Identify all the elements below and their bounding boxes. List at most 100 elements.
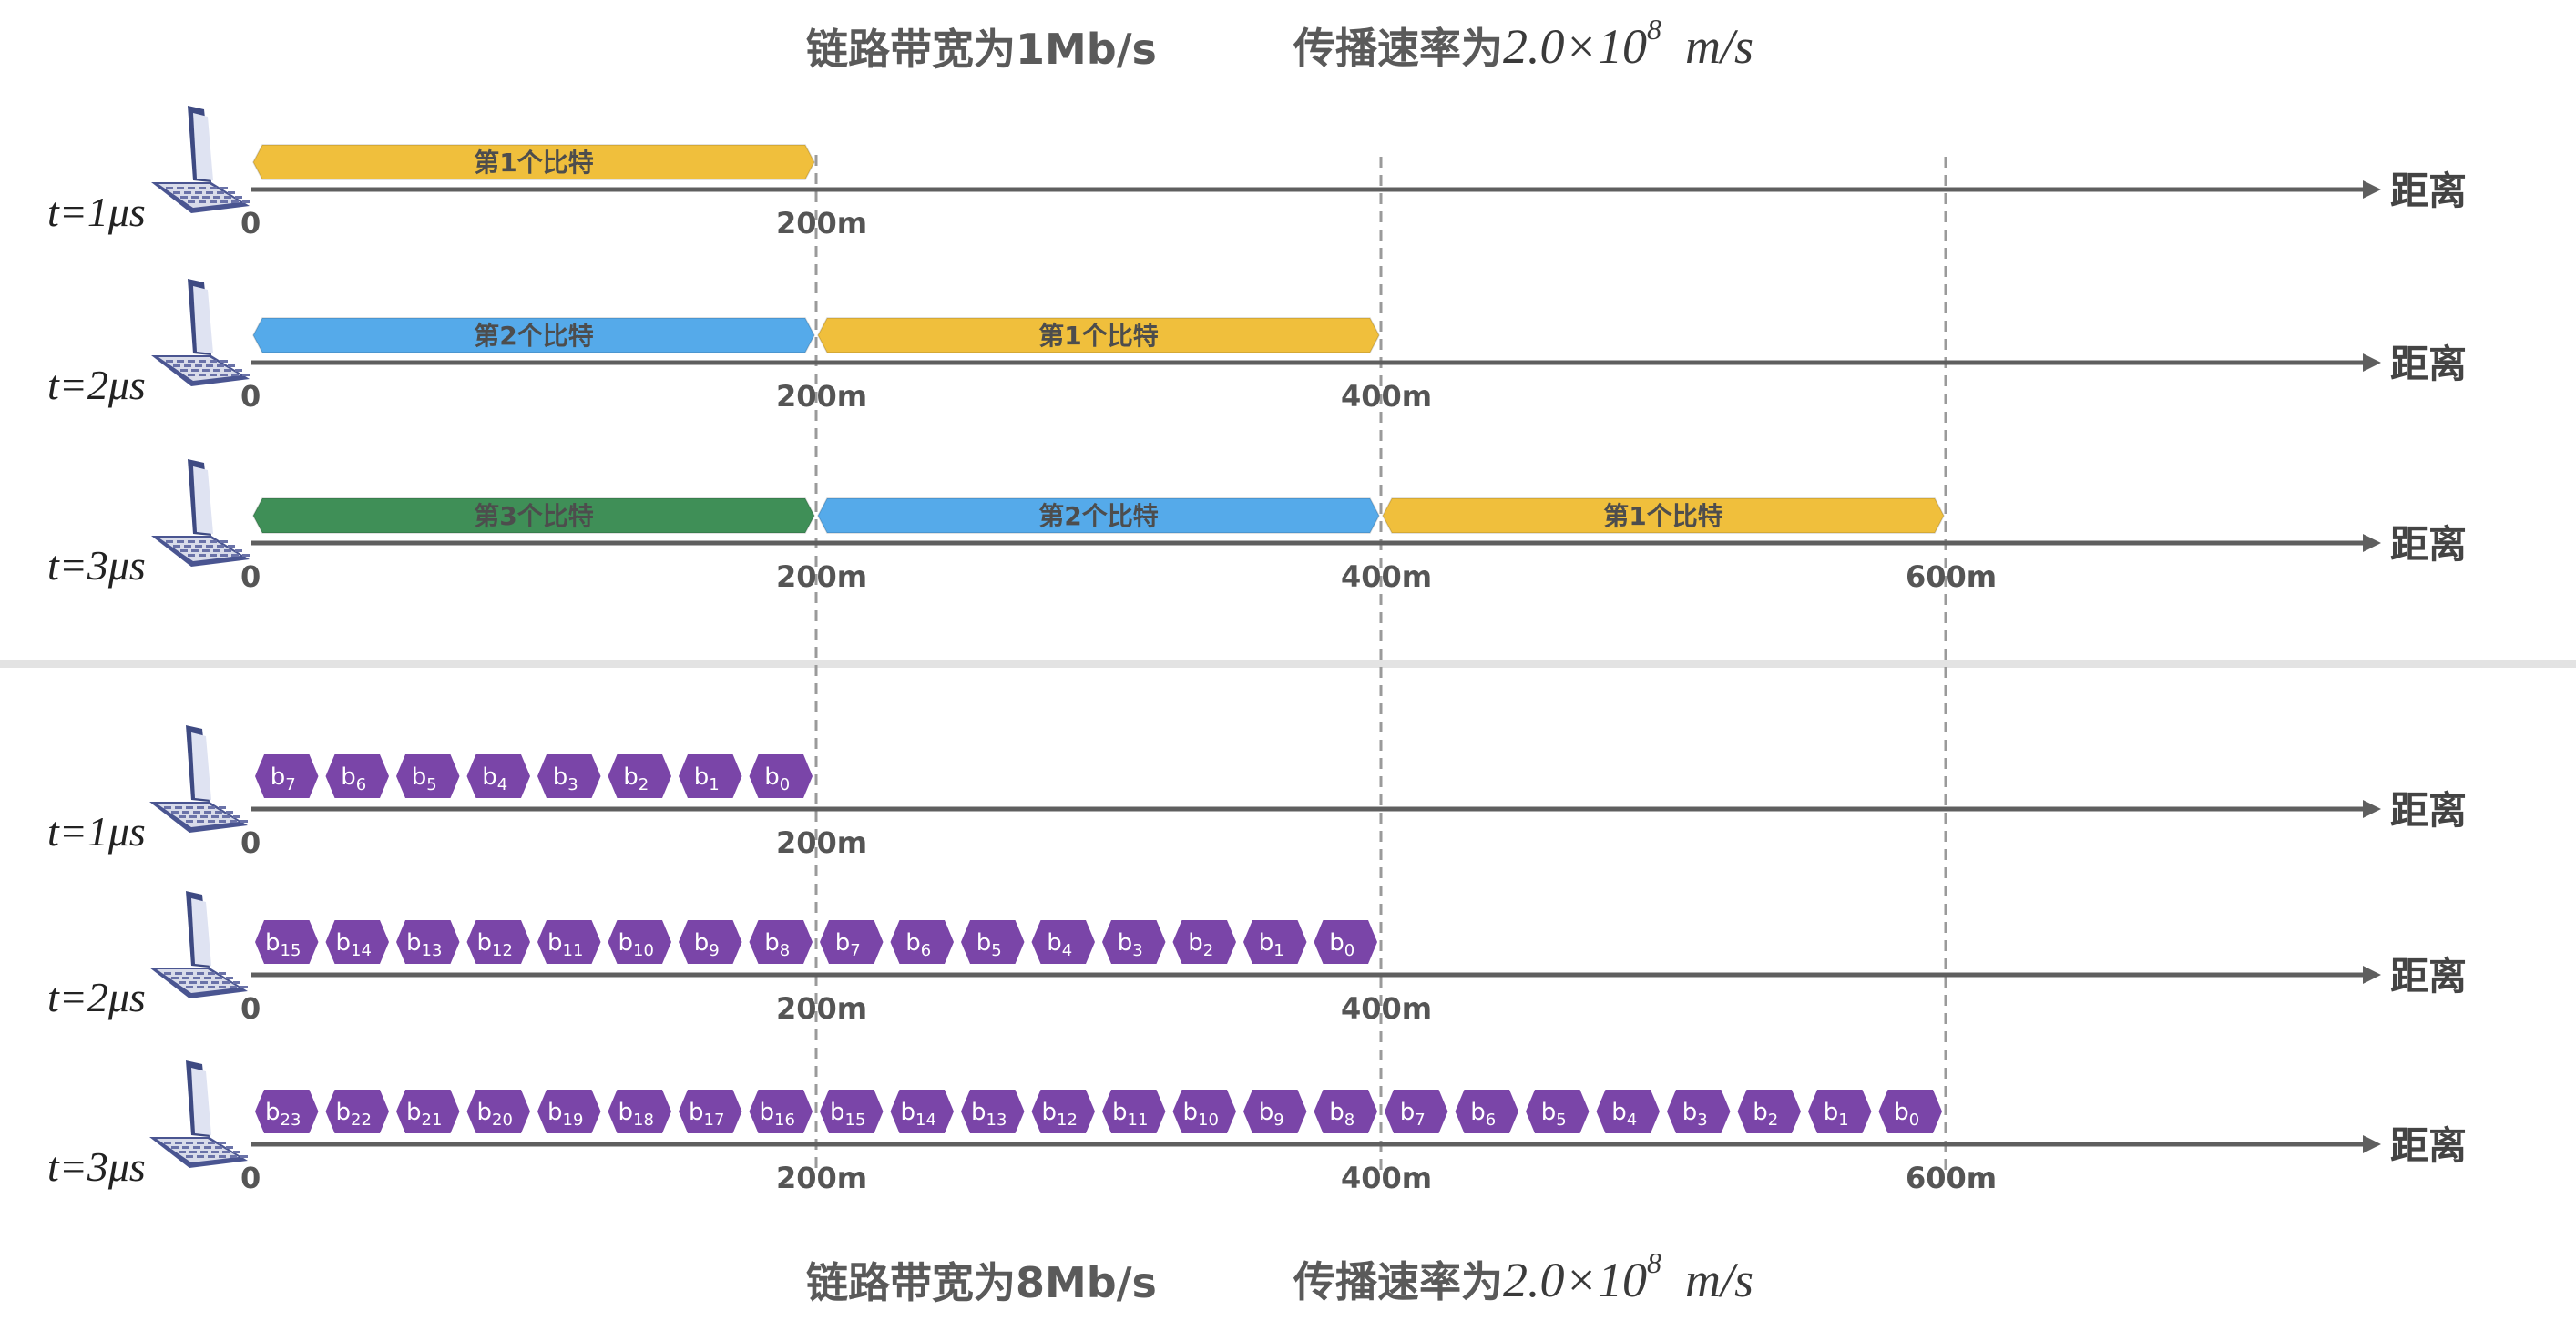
bit-letter: b bbox=[1183, 1099, 1199, 1126]
bit-index: 8 bbox=[780, 941, 790, 960]
laptop-key bbox=[200, 1151, 208, 1153]
bit-index: 5 bbox=[426, 775, 436, 794]
top-speed-value: 2.0×10 bbox=[1503, 19, 1647, 74]
panel-separator bbox=[0, 660, 2576, 668]
bit-cell-shape bbox=[537, 1090, 601, 1133]
laptop-key bbox=[186, 972, 193, 975]
bit-segment: 第1个比特 bbox=[1382, 497, 1945, 534]
tick-label-600m: 600m bbox=[1906, 1161, 1997, 1195]
bit-cell-label: b7 bbox=[271, 763, 296, 794]
bit-cell: b7 bbox=[255, 754, 319, 798]
laptop-key bbox=[222, 1151, 230, 1153]
bit-cell-shape bbox=[1172, 920, 1236, 964]
bit-letter: b bbox=[623, 763, 639, 791]
bit-index: 3 bbox=[1132, 941, 1142, 960]
bit-cell: b0 bbox=[1878, 1090, 1942, 1133]
laptop-key bbox=[240, 1155, 248, 1158]
bit-cell-shape bbox=[466, 1090, 530, 1133]
laptop-key bbox=[191, 369, 199, 372]
tick-label-0: 0 bbox=[240, 206, 261, 241]
laptop-key bbox=[173, 545, 180, 548]
laptop-key bbox=[220, 374, 228, 376]
bit-cell-label: b10 bbox=[618, 929, 654, 960]
laptop-key bbox=[189, 815, 197, 818]
bit-cell-shape bbox=[325, 1090, 389, 1133]
axis-arrowhead bbox=[2363, 966, 2381, 984]
bottom-speed-exponent: 8 bbox=[1646, 1246, 1661, 1279]
laptop-key bbox=[199, 554, 206, 557]
bit-cell: b13 bbox=[961, 1090, 1025, 1133]
bit-cell: b0 bbox=[1314, 920, 1377, 964]
laptop-key bbox=[228, 191, 235, 194]
bit-cell-label: b5 bbox=[1541, 1099, 1567, 1130]
laptop-key bbox=[210, 374, 217, 376]
bit-cell-label: b6 bbox=[341, 763, 366, 794]
distance-axis: 距离 0 200m 400m bbox=[240, 954, 2467, 1026]
laptop-screen bbox=[193, 286, 213, 353]
laptop-screen bbox=[193, 113, 213, 180]
laptop-key bbox=[230, 1155, 237, 1158]
bit-cell-shape bbox=[537, 754, 601, 798]
bottom-speed-value: 2.0×10 bbox=[1503, 1253, 1647, 1307]
bit-cell-shape bbox=[1031, 920, 1095, 964]
laptop-key bbox=[226, 977, 233, 979]
time-label: t=1μs bbox=[47, 189, 146, 235]
bit-segment-shape bbox=[1382, 497, 1945, 534]
bit-segment-label: 第2个比特 bbox=[1038, 501, 1158, 531]
bit-cell: b7 bbox=[820, 920, 884, 964]
bit-cell: b6 bbox=[890, 920, 954, 964]
tick-label-0: 0 bbox=[240, 825, 261, 860]
laptop-key bbox=[186, 986, 193, 988]
bit-cell: b22 bbox=[325, 1090, 389, 1133]
bit-cell: b2 bbox=[608, 754, 671, 798]
axis-label-distance: 距离 bbox=[2390, 522, 2467, 567]
bit-letter: b bbox=[1329, 929, 1344, 957]
laptop-key bbox=[199, 360, 206, 363]
bit-index: 15 bbox=[281, 941, 302, 960]
bit-cell-shape bbox=[1314, 920, 1377, 964]
laptop-key bbox=[233, 981, 240, 984]
bit-cell: b12 bbox=[466, 920, 530, 964]
laptop-keyboard bbox=[158, 538, 240, 561]
bit-cell-shape bbox=[679, 920, 742, 964]
laptop-key bbox=[217, 364, 224, 367]
laptop-key bbox=[208, 972, 215, 975]
time-label: t=3μs bbox=[47, 1143, 146, 1190]
bit-index: 14 bbox=[915, 1111, 936, 1130]
bit-cell-shape bbox=[1667, 1090, 1731, 1133]
tick-label-0: 0 bbox=[240, 1161, 261, 1195]
bit-cell-shape bbox=[1526, 1090, 1590, 1133]
bit-index: 0 bbox=[1909, 1111, 1919, 1130]
tick-label-200m: 200m bbox=[776, 559, 867, 594]
bit-cell-label: b20 bbox=[477, 1099, 513, 1130]
laptop-key bbox=[217, 191, 224, 194]
laptop-screen bbox=[191, 732, 211, 800]
bit-cell: b9 bbox=[1243, 1090, 1307, 1133]
laptop-key bbox=[180, 196, 188, 199]
bit-cell-label: b12 bbox=[1042, 1099, 1078, 1130]
time-label: t=2μs bbox=[47, 974, 146, 1020]
laptop-key bbox=[219, 820, 226, 823]
bit-letter: b bbox=[764, 929, 780, 957]
axis-arrowhead bbox=[2363, 353, 2381, 372]
bit-index: 5 bbox=[1556, 1111, 1566, 1130]
bit-cell-shape bbox=[890, 920, 954, 964]
bit-cell-shape bbox=[1102, 920, 1166, 964]
laptop-key bbox=[164, 972, 171, 975]
bit-cell: b8 bbox=[1314, 1090, 1377, 1133]
laptop-icon bbox=[151, 279, 250, 386]
tick-label-0: 0 bbox=[240, 559, 261, 594]
laptop-key bbox=[242, 374, 250, 376]
bit-cell-shape bbox=[325, 920, 389, 964]
bit-segment-shape bbox=[252, 144, 815, 180]
tick-label-0: 0 bbox=[240, 379, 261, 414]
laptop-key bbox=[175, 806, 182, 809]
top-speed-exponent: 8 bbox=[1646, 13, 1661, 46]
laptop-key bbox=[182, 977, 189, 979]
laptop-key bbox=[186, 1142, 193, 1144]
bit-cell-label: b0 bbox=[1329, 929, 1354, 960]
laptop-key bbox=[235, 369, 242, 372]
tick-label-200m: 200m bbox=[776, 991, 867, 1026]
bit-cell-label: b11 bbox=[1112, 1099, 1148, 1130]
laptop-key bbox=[206, 545, 213, 548]
